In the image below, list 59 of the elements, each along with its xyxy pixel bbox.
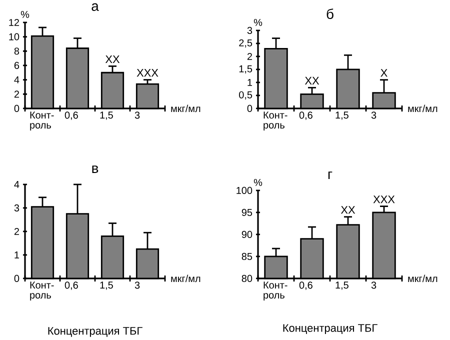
x-tick-label: 3 (134, 112, 140, 119)
text: Концентрация ТБГ (48, 326, 142, 337)
y-tick-label: 100 (236, 186, 252, 194)
y-tick-label: 8 (14, 47, 20, 55)
y-tick-label: 80 (242, 274, 252, 282)
x-axis-title: мкг/мл (408, 274, 438, 282)
y-tick-label: 90 (242, 230, 252, 238)
y-tick-label: 10 (9, 33, 20, 40)
x-tick-label: Конт- роль (264, 282, 288, 300)
y-tick-label: 4 (14, 76, 20, 84)
y-tick-label: 1,5 (239, 65, 252, 74)
y-tick-label: 2 (247, 52, 252, 60)
x-tick-label: 3 (371, 282, 376, 289)
x-tick-label: 1,5 (100, 282, 113, 290)
x-axis-title: мкг/мл (171, 274, 200, 282)
y-tick-label: 2 (14, 90, 19, 98)
y-tick-label: 3 (247, 26, 252, 34)
x-tick-label: 0,6 (64, 282, 78, 290)
x-axis-title: мкг/мл (171, 104, 200, 112)
x-tick-label: Конт- роль (264, 112, 288, 130)
y-tick-label: 0 (14, 274, 20, 282)
y-tick-label: 2,5 (239, 39, 252, 48)
text: Концентрация ТБГ (283, 324, 378, 334)
y-tick-label: 3 (14, 204, 20, 212)
y-tick-label: 85 (242, 252, 252, 260)
chart-title: в (92, 165, 98, 173)
annotation: XX (304, 76, 320, 84)
x-tick-label: 1,5 (336, 112, 348, 120)
y-axis-title: % (254, 18, 262, 26)
y-tick-label: 0 (14, 104, 20, 112)
y-tick-label: 0,5 (239, 91, 252, 100)
annotation: XXX (373, 195, 395, 203)
annotation: XXX (136, 68, 158, 76)
x-axis-title: мкг/мл (408, 104, 438, 112)
x-tick-label: 3 (371, 112, 376, 119)
chart-title: а (92, 3, 99, 11)
x-tick-label: 0,6 (299, 112, 312, 120)
x-tick-label: 1,5 (100, 112, 113, 120)
y-tick-label: 0 (247, 104, 252, 112)
y-axis-title: % (254, 178, 262, 186)
annotation: XX (340, 206, 356, 214)
x-tick-label: 0,6 (64, 112, 78, 120)
y-tick-label: 2 (14, 228, 19, 235)
annotation: XX (105, 55, 120, 63)
x-tick-label: 3 (134, 282, 140, 289)
annotation: X (380, 69, 388, 77)
y-tick-label: 4 (14, 180, 20, 188)
y-tick-label: 12 (9, 18, 19, 26)
x-tick-label: Конт- роль (30, 112, 54, 130)
x-tick-label: 1,5 (336, 282, 348, 290)
y-axis-title: % (20, 10, 30, 18)
x-tick-label: 0,6 (299, 282, 312, 290)
y-tick-label: 6 (14, 62, 20, 69)
x-tick-label: Конт- роль (30, 282, 54, 300)
y-tick-label: 1 (248, 78, 252, 86)
chart-title: б (326, 8, 334, 19)
chart-title: г (328, 171, 332, 179)
y-tick-label: 1 (14, 251, 20, 258)
y-tick-label: 95 (242, 208, 252, 216)
